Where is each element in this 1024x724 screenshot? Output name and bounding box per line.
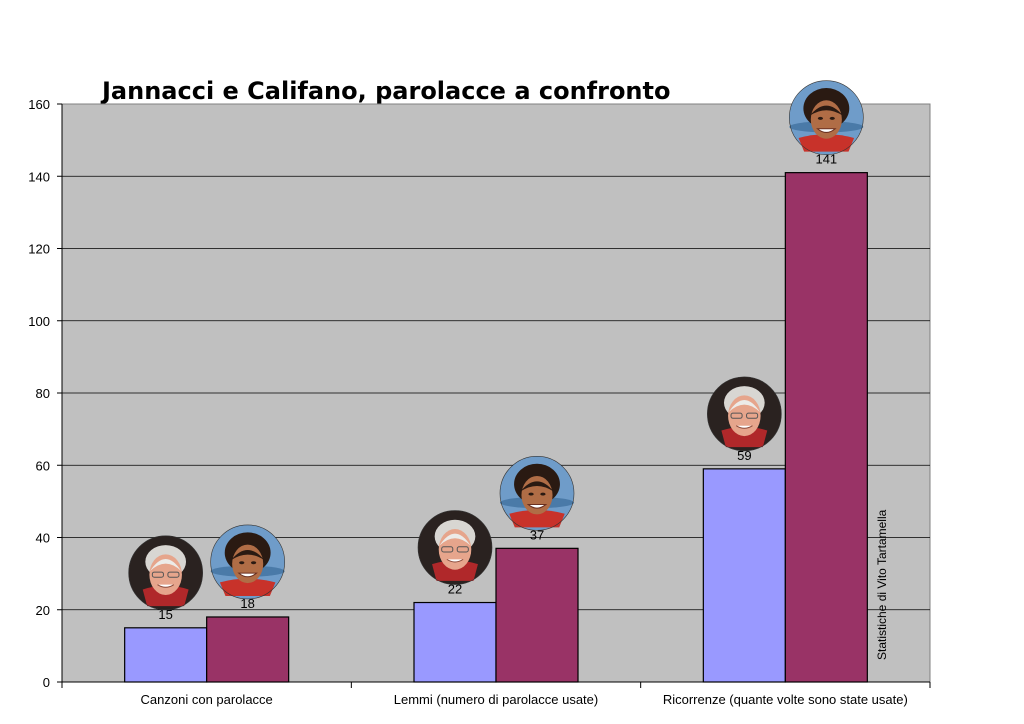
- chart-title: Jannacci e Califano, parolacce a confron…: [100, 77, 670, 105]
- y-tick-label: 100: [28, 314, 50, 329]
- data-label: 22: [448, 582, 462, 597]
- califano-portrait-icon: [789, 80, 864, 155]
- bar: [495, 547, 579, 683]
- x-tick-label: Ricorrenze (quante volte sono state usat…: [663, 692, 908, 707]
- data-label: 141: [815, 152, 837, 167]
- x-axis: Canzoni con parolacce Lemmi (numero di pa…: [61, 681, 931, 707]
- y-tick-label: 140: [28, 169, 50, 184]
- x-tick-label: Lemmi (numero di parolacce usate): [394, 692, 598, 707]
- jannacci-portrait-icon: [417, 510, 493, 585]
- califano-portrait-icon: [210, 524, 285, 600]
- y-tick-label: 160: [28, 97, 50, 112]
- bar: [206, 616, 290, 683]
- data-label: 18: [240, 596, 254, 611]
- jannacci-portrait-icon: [128, 535, 203, 611]
- y-tick-label: 80: [36, 386, 50, 401]
- y-tick-label: 60: [36, 458, 50, 473]
- credit-label: Statistiche di Vito Tartamella: [875, 509, 889, 660]
- y-axis: 0 20 40 60 80 100 120 140 160: [28, 97, 63, 690]
- bars: 15 22 59 18 37 141: [124, 80, 868, 683]
- data-label: 59: [737, 448, 751, 463]
- califano-portrait-icon: [499, 456, 575, 531]
- jannacci-portrait-icon: [707, 376, 782, 452]
- bar: [124, 627, 208, 683]
- x-tick-label: Canzoni con parolacce: [141, 692, 273, 707]
- y-tick-label: 120: [28, 242, 50, 257]
- data-label: 15: [158, 607, 172, 622]
- bar: [702, 468, 786, 683]
- y-tick-label: 40: [36, 531, 50, 546]
- data-label: 37: [530, 527, 544, 542]
- bar: [413, 601, 497, 683]
- y-tick-label: 0: [43, 675, 50, 690]
- y-tick-label: 20: [36, 603, 50, 618]
- bar: [784, 172, 868, 683]
